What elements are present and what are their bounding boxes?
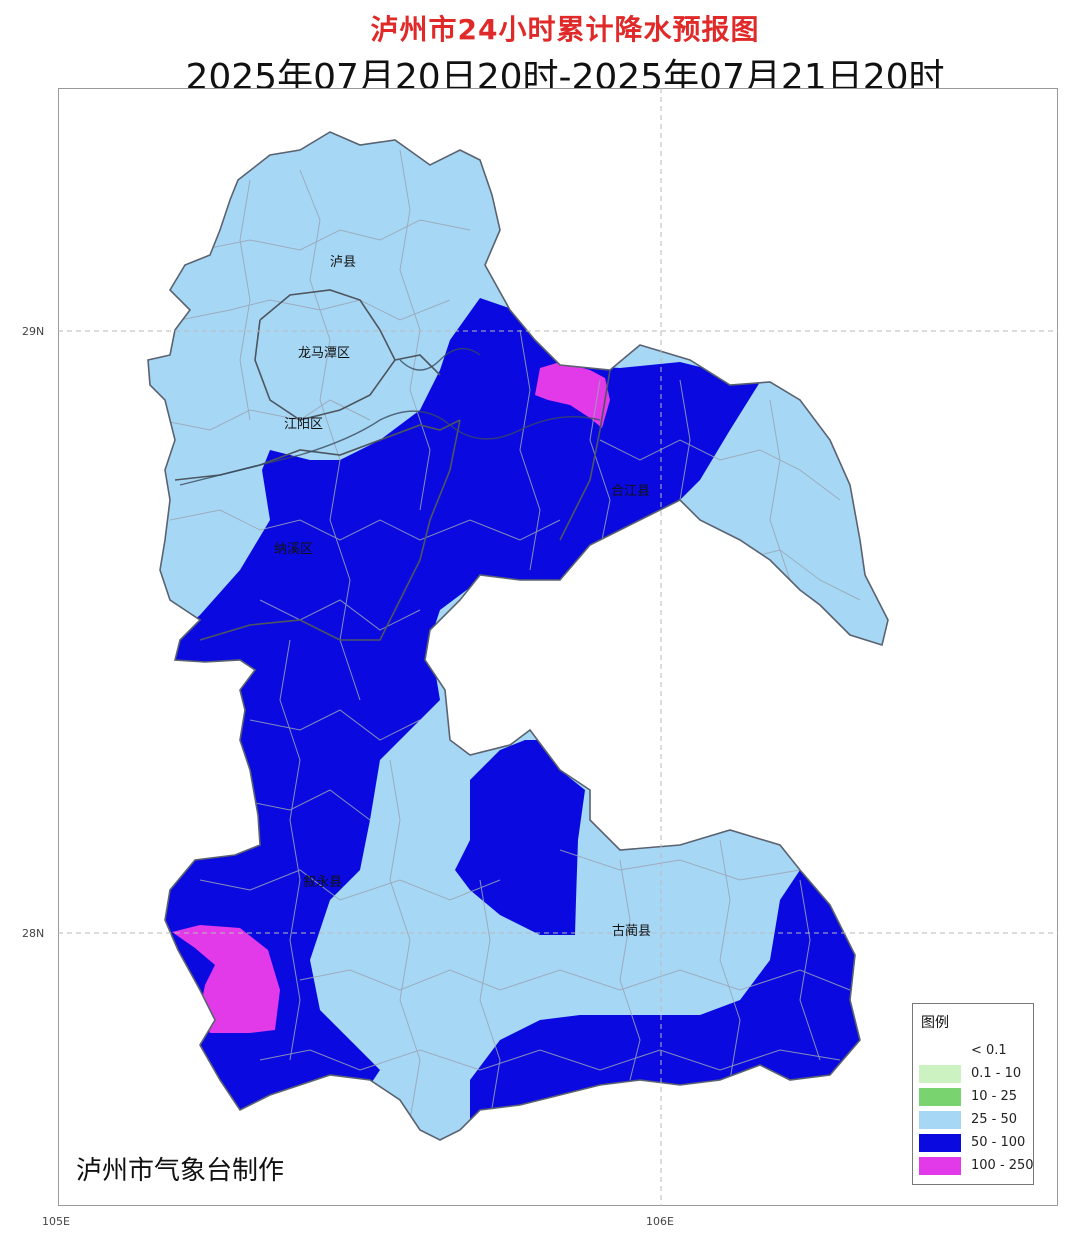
legend-label: 0.1 - 10 (971, 1066, 1022, 1081)
legend-swatch (919, 1111, 961, 1129)
lat-label-29n: 29N (22, 325, 45, 338)
legend-swatch (919, 1134, 961, 1152)
lat-label-28n: 28N (22, 927, 45, 940)
place-label-naxi: 纳溪区 (274, 542, 313, 557)
legend-item: 100 - 250 (919, 1155, 1034, 1175)
zone-100-250-north (535, 362, 610, 428)
river-lines (179, 347, 601, 486)
graticule (58, 88, 1058, 1206)
zone-50-100-north (150, 298, 760, 1120)
zone-100-250-southwest (172, 925, 280, 1033)
legend-item: 50 - 100 (919, 1132, 1033, 1152)
place-label-gulin: 古蔺县 (612, 924, 651, 939)
legend: 图例 < 0.1 0.1 - 10 10 - 25 25 - 50 50 - 1… (912, 1003, 1034, 1185)
place-label-jiangyang: 江阳区 (284, 417, 323, 432)
place-label-xuyong: 叙永县 (303, 875, 342, 890)
place-label-longmatan: 龙马潭区 (298, 346, 350, 361)
county-boundaries (174, 289, 611, 641)
credit-text: 泸州市气象台制作 (76, 1156, 285, 1186)
legend-swatch (919, 1088, 961, 1106)
legend-label: 10 - 25 (971, 1089, 1018, 1104)
legend-title: 图例 (921, 1015, 949, 1031)
legend-swatch (919, 1042, 961, 1060)
legend-label: < 0.1 (971, 1043, 1007, 1058)
lon-label-106e: 106E (646, 1215, 674, 1228)
legend-swatch (919, 1065, 961, 1083)
legend-item: 0.1 - 10 (919, 1063, 1033, 1083)
lon-label-105e: 105E (42, 1215, 70, 1228)
town-boundaries (159, 149, 861, 1121)
legend-label: 50 - 100 (971, 1135, 1026, 1150)
zone-50-100-southeast (470, 870, 870, 1130)
zone-50-100-central (455, 740, 585, 935)
legend-label: 100 - 250 (971, 1158, 1034, 1173)
map-title: 泸州市24小时累计降水预报图 (370, 13, 760, 46)
legend-swatch (919, 1157, 961, 1175)
place-label-hejiang: 合江县 (611, 484, 650, 499)
legend-item: 25 - 50 (919, 1109, 1033, 1129)
legend-item: 10 - 25 (919, 1086, 1033, 1106)
legend-label: 25 - 50 (971, 1112, 1018, 1127)
place-label-luxian: 泸县 (330, 255, 356, 270)
legend-item: < 0.1 (919, 1040, 1033, 1060)
